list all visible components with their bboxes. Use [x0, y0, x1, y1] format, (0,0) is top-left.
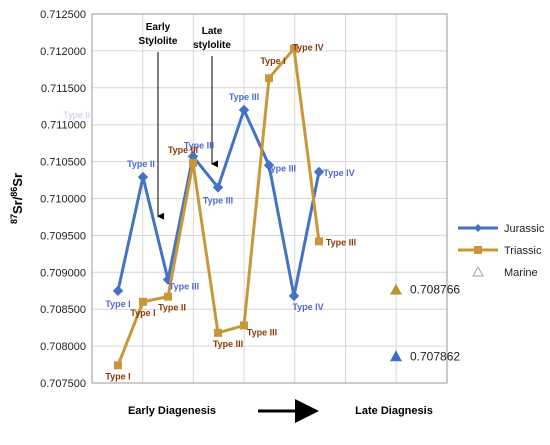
y-tick-label: 0.711500 — [41, 83, 86, 95]
point-label: Type III — [184, 140, 214, 150]
point-label: Type I — [105, 299, 130, 309]
data-point-triassic — [214, 328, 222, 337]
point-label: Type I — [105, 371, 130, 381]
legend-marker — [474, 224, 482, 232]
legend-label: Jurassic — [504, 223, 545, 235]
late-diagenesis-label: Late Diagnesis — [355, 405, 433, 417]
data-point-jurassic — [313, 166, 325, 178]
stylolite-annotation: stylolite — [193, 40, 231, 51]
y-tick-label: 0.709000 — [40, 267, 86, 279]
legend-label: Marine — [504, 267, 538, 279]
data-point-triassic — [114, 361, 122, 370]
legend-marker — [474, 246, 482, 254]
point-label: Type III — [247, 327, 277, 337]
point-label: Type IV — [323, 168, 354, 178]
data-point-triassic — [164, 292, 172, 301]
point-label: Type I — [130, 308, 155, 318]
data-point-jurassic — [288, 290, 300, 302]
y-tick-label: 0.707500 — [40, 378, 86, 390]
legend-label: Triassic — [504, 245, 542, 257]
point-label: Type I — [260, 56, 285, 66]
data-point-triassic — [315, 237, 323, 246]
y-tick-label: 0.708500 — [40, 304, 86, 316]
legend: Jurassic Triassic Marine — [458, 223, 545, 279]
point-label: Type IV — [292, 302, 323, 312]
data-point-jurassic — [137, 171, 149, 183]
stylolite-annotation: Late — [202, 26, 223, 37]
data-point-jurassic — [238, 104, 250, 116]
marine-triangle — [390, 283, 402, 295]
y-tick-label: 0.709500 — [40, 230, 86, 242]
point-label: Type II — [127, 159, 155, 169]
early-diagenesis-label: Early Diagenesis — [128, 405, 216, 417]
y-tick-label: 0.708000 — [40, 341, 86, 353]
point-label: Type III — [213, 339, 243, 349]
point-label: Type III — [168, 145, 198, 155]
axes: 0.707500 0.708000 0.708500 0.709000 0.709500… — [9, 9, 448, 390]
marine-points: 0.708766 0.707862 — [390, 283, 460, 363]
y-tick-label: 0.712500 — [40, 9, 86, 21]
marine-value-label: 0.707862 — [410, 349, 460, 363]
diagenesis-axis: Early Diagenesis Late Diagnesis — [128, 399, 433, 423]
annotations: Early Stylolite Late stylolite — [139, 22, 231, 220]
point-label: Type III — [229, 92, 259, 102]
data-point-triassic — [139, 297, 147, 306]
y-tick-label: 0.711000 — [41, 120, 86, 132]
y-tick-label: 0.710500 — [40, 157, 86, 169]
data-point-jurassic — [263, 160, 275, 171]
data-point-triassic — [189, 159, 197, 168]
legend-marker-marine — [472, 265, 484, 277]
data-point-jurassic — [212, 182, 224, 193]
point-label: Type III — [203, 195, 233, 205]
point-label: Type III — [326, 237, 356, 247]
y-tick-label: 0.712000 — [40, 46, 86, 58]
marine-value-label: 0.708766 — [410, 283, 460, 297]
data-point-triassic — [240, 321, 248, 330]
point-label: Type III — [266, 163, 296, 173]
marine-triangle — [390, 350, 402, 362]
data-point-triassic — [265, 74, 273, 83]
series-layer — [112, 44, 325, 370]
y-tick-label: 0.710000 — [40, 194, 86, 206]
data-point-triassic — [290, 44, 298, 53]
plot-area — [91, 13, 448, 384]
point-label: Type III — [169, 282, 199, 292]
data-point-jurassic — [112, 285, 124, 296]
point-label: Type IV — [292, 43, 323, 53]
faint-type-label: Type III — [63, 110, 93, 120]
y-axis-label: 87Sr/86Sr — [9, 173, 25, 224]
stylolite-annotation: Early — [146, 22, 171, 33]
stylolite-annotation: Stylolite — [139, 36, 178, 47]
point-label: Type II — [158, 303, 186, 313]
